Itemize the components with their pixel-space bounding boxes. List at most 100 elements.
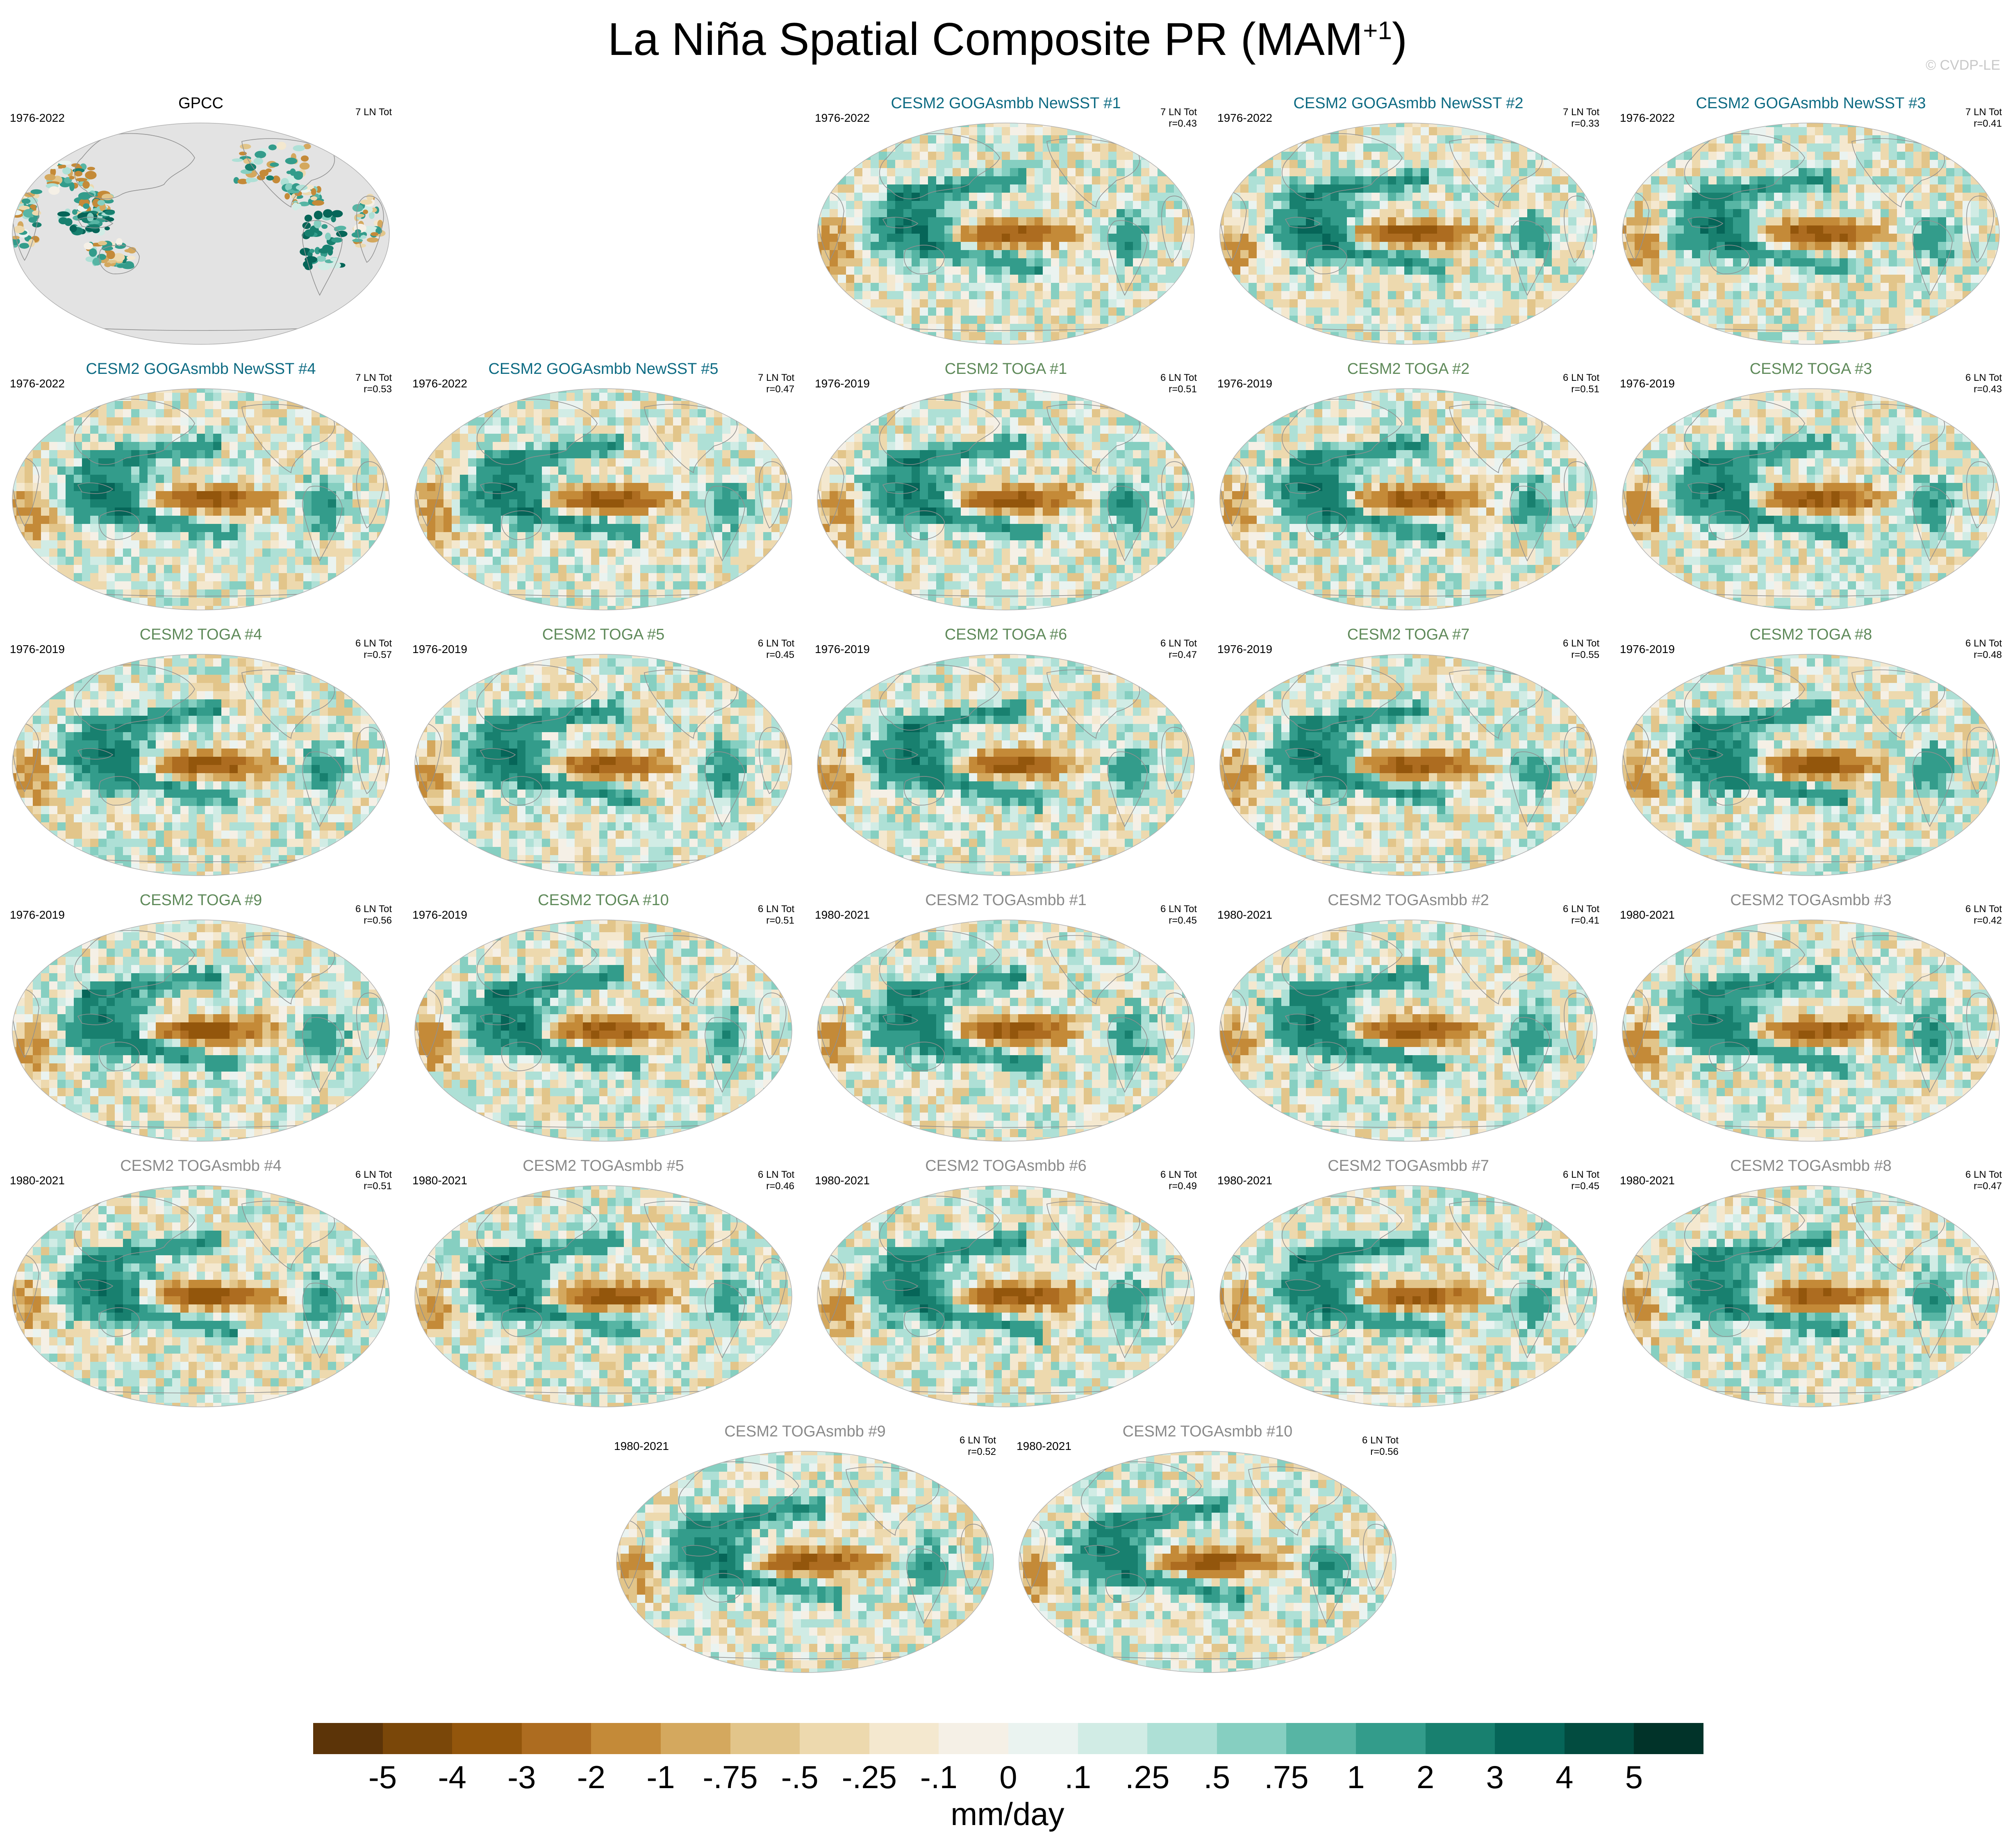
field-cell — [1930, 176, 1938, 185]
field-cell — [172, 442, 181, 451]
field-cell — [1503, 127, 1511, 136]
field-cell — [1149, 275, 1158, 283]
field-cell — [920, 283, 928, 291]
field-cell — [1848, 299, 1856, 308]
field-cell — [1840, 193, 1848, 201]
field-cell — [1043, 160, 1051, 168]
field-cell — [1158, 193, 1166, 201]
field-cell — [1807, 143, 1815, 152]
field-cell — [1076, 340, 1084, 344]
field-cell — [1290, 250, 1298, 259]
field-cell — [1002, 123, 1010, 127]
field-cell — [16, 434, 25, 442]
field-cell — [1437, 275, 1446, 283]
field-cell — [1692, 266, 1701, 275]
field-cell — [1840, 176, 1848, 185]
field-cell — [1281, 234, 1290, 242]
field-cell — [1002, 143, 1010, 152]
field-cell — [1092, 258, 1101, 267]
field-cell — [1856, 209, 1865, 218]
panel-years: 1976-2022 — [10, 112, 65, 125]
field-cell — [1560, 258, 1569, 267]
field-cell — [1306, 168, 1315, 177]
field-cell — [1018, 184, 1027, 193]
field-cell — [123, 442, 132, 451]
field-cell — [1659, 184, 1668, 193]
field-cell — [1043, 168, 1051, 177]
field-cell — [1051, 184, 1060, 193]
field-cell — [1002, 135, 1010, 144]
field-cell — [1741, 225, 1750, 234]
field-cell — [148, 426, 156, 434]
field-cell — [1347, 258, 1355, 267]
field-cell — [238, 434, 246, 442]
field-cell — [1995, 242, 1999, 250]
field-cell — [295, 458, 304, 467]
field-cell — [1700, 176, 1709, 185]
field-cell — [1421, 275, 1429, 283]
field-cell — [1995, 299, 1999, 308]
field-cell — [1388, 160, 1396, 168]
field-cell — [1568, 266, 1577, 275]
field-cell — [1568, 184, 1577, 193]
field-cell — [164, 458, 173, 467]
field-cell — [1141, 160, 1150, 168]
field-cell — [1676, 332, 1684, 341]
field-cell — [1290, 201, 1298, 209]
field-cell — [1010, 299, 1019, 308]
field-cell — [1971, 340, 1979, 344]
field-cell — [33, 475, 41, 483]
field-cell — [1339, 127, 1347, 136]
field-cell — [1807, 135, 1815, 144]
field-cell — [1141, 217, 1150, 226]
field-cell — [1281, 135, 1290, 144]
field-cell — [1758, 291, 1766, 300]
field-cell — [903, 283, 912, 291]
field-cell — [920, 135, 928, 144]
field-cell — [1330, 143, 1339, 152]
field-cell — [148, 483, 156, 492]
field-cell — [1503, 209, 1511, 218]
field-cell — [1848, 176, 1856, 185]
field-cell — [1363, 143, 1372, 152]
field-cell — [1651, 123, 1660, 127]
field-cell — [1035, 258, 1043, 267]
field-cell — [1568, 307, 1577, 316]
field-cell — [1347, 152, 1355, 160]
field-cell — [1782, 291, 1791, 300]
field-cell — [1758, 242, 1766, 250]
field-cell — [953, 184, 961, 193]
field-cell — [1478, 242, 1487, 250]
field-cell — [1971, 143, 1979, 152]
field-cell — [1568, 168, 1577, 177]
field-cell — [1166, 152, 1174, 160]
field-cell — [985, 258, 994, 267]
field-cell — [1881, 176, 1889, 185]
australia-outline — [1306, 245, 1347, 274]
field-cell — [838, 184, 846, 193]
field-cell — [1840, 201, 1848, 209]
field-cell — [1108, 340, 1117, 344]
field-cell — [1306, 135, 1315, 144]
field-cell — [1339, 340, 1347, 344]
field-cell — [1593, 258, 1597, 267]
field-cell — [1035, 160, 1043, 168]
field-cell — [1306, 283, 1315, 291]
field-cell — [936, 283, 945, 291]
field-cell — [944, 127, 953, 136]
field-cell — [238, 401, 246, 410]
field-cell — [1166, 258, 1174, 267]
field-cell — [1220, 160, 1224, 168]
field-cell — [1281, 176, 1290, 185]
field-cell — [1782, 152, 1791, 160]
field-cell — [1355, 291, 1364, 300]
field-cell — [1388, 307, 1396, 316]
field-cell — [1560, 176, 1569, 185]
field-cell — [1220, 193, 1224, 201]
field-cell — [1708, 184, 1717, 193]
field-cell — [1622, 217, 1627, 226]
field-cell — [131, 450, 140, 459]
field-cell — [1881, 201, 1889, 209]
field-cell — [139, 389, 148, 393]
field-cell — [1224, 217, 1233, 226]
